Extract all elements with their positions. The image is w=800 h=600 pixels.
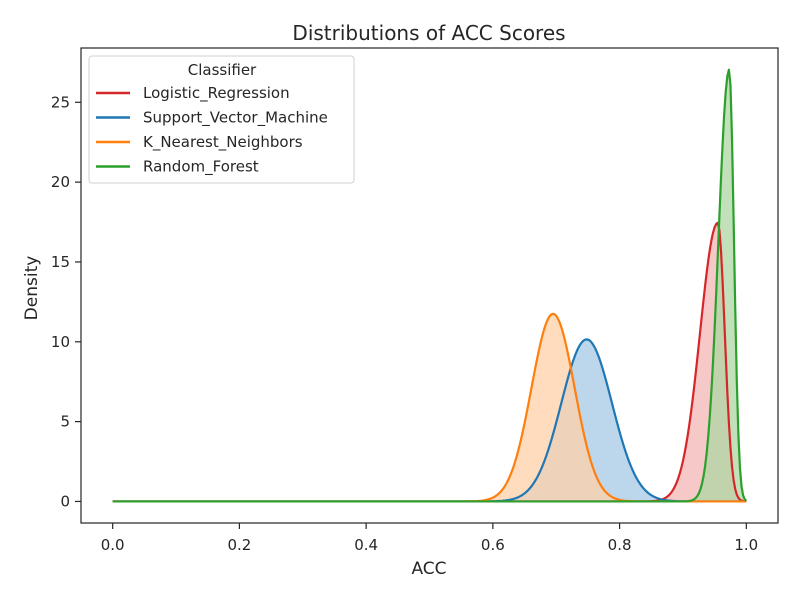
x-tick-label: 0.8	[608, 536, 632, 554]
y-tick-label: 20	[51, 173, 70, 191]
x-axis: 0.0 0.2 0.4 0.6 0.8 1.0	[101, 523, 758, 554]
y-axis-label: Density	[22, 256, 42, 321]
legend-label-random-forest: Random_Forest	[143, 158, 259, 177]
y-axis: 0 5 10 15 20 25	[51, 93, 81, 510]
y-tick-label: 0	[60, 492, 70, 510]
y-tick-label: 10	[51, 333, 70, 351]
y-tick-label: 15	[51, 253, 70, 271]
x-tick-label: 0.0	[101, 536, 125, 554]
x-tick-label: 1.0	[734, 536, 758, 554]
legend-label-support-vector-machine: Support_Vector_Machine	[143, 109, 328, 128]
legend-label-logistic-regression: Logistic_Regression	[143, 84, 290, 103]
x-tick-label: 0.4	[354, 536, 378, 554]
legend-title: Classifier	[188, 61, 257, 79]
legend-box	[88, 55, 355, 184]
y-tick-label: 5	[60, 413, 70, 431]
series-layer	[112, 68, 748, 503]
x-axis-label: ACC	[411, 559, 446, 579]
plot-frame	[80, 47, 779, 524]
legend-label-k-nearest-neighbors: K_Nearest_Neighbors	[143, 133, 303, 152]
density-line-random-forest	[112, 68, 748, 503]
x-tick-label: 0.6	[481, 536, 505, 554]
density-area-logistic-regression	[112, 222, 747, 502]
chart-title: Distributions of ACC Scores	[292, 21, 565, 45]
x-tick-label: 0.2	[227, 536, 251, 554]
legend: Classifier Logistic_Regression Support_Ve…	[88, 55, 355, 184]
y-tick-label: 25	[51, 93, 70, 111]
